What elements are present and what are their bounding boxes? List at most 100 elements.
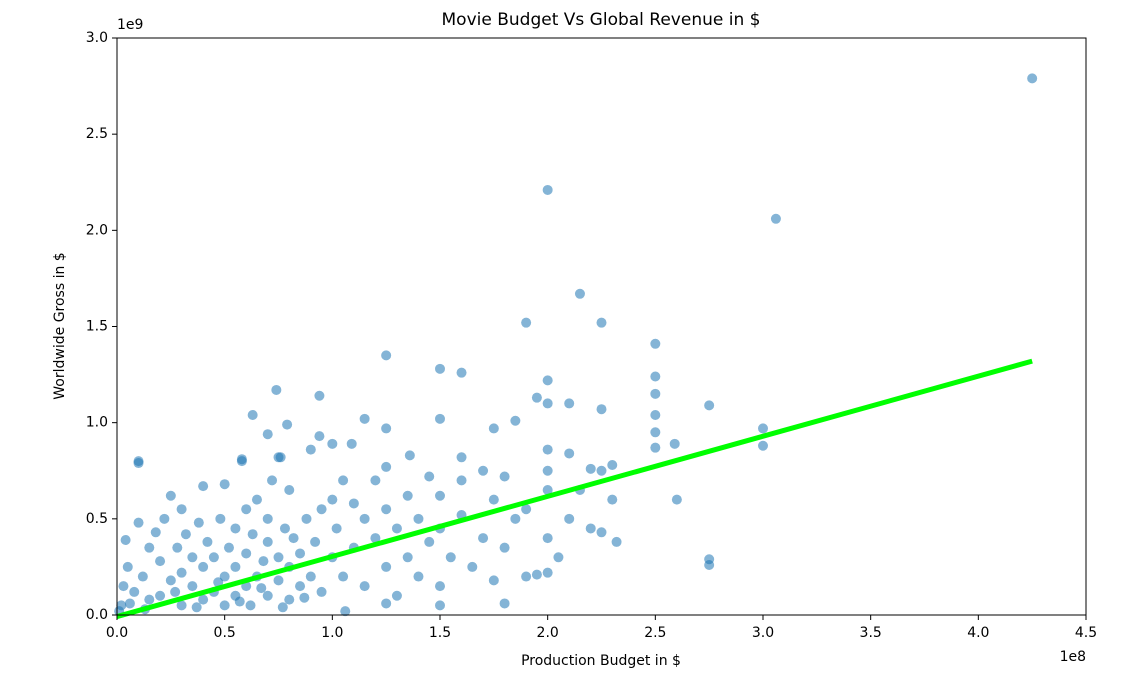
scatter-point	[213, 577, 224, 588]
scatter-point	[650, 388, 661, 399]
scatter-point	[564, 448, 575, 459]
x-tick-label: 3.0	[752, 625, 774, 641]
scatter-point	[521, 317, 532, 328]
scatter-point	[671, 494, 682, 505]
scatter-point	[273, 552, 284, 563]
scatter-point	[256, 583, 267, 594]
scatter-point	[176, 504, 187, 515]
scatter-point	[650, 427, 661, 438]
scatter-point	[704, 559, 715, 570]
scatter-point	[327, 438, 338, 449]
x-tick-label: 3.5	[860, 625, 882, 641]
scatter-point	[133, 517, 144, 528]
scatter-point	[273, 452, 284, 463]
scatter-point	[273, 575, 284, 586]
scatter-point	[219, 479, 230, 490]
scatter-point	[236, 456, 247, 467]
scatter-point	[542, 465, 553, 476]
scatter-point	[488, 494, 499, 505]
scatter-point	[381, 561, 392, 572]
scatter-point	[596, 527, 607, 538]
scatter-point	[669, 438, 680, 449]
scatter-point	[531, 569, 542, 580]
scatter-point	[413, 571, 424, 582]
scatter-point	[338, 475, 349, 486]
scatter-point	[359, 413, 370, 424]
scatter-point	[596, 465, 607, 476]
scatter-point	[180, 529, 191, 540]
scatter-point	[585, 463, 596, 474]
scatter-point	[230, 523, 241, 534]
scatter-point	[564, 398, 575, 409]
scatter-point	[435, 581, 445, 592]
scatter-point	[247, 409, 258, 420]
scatter-point	[245, 600, 256, 611]
scatter-point	[262, 429, 273, 440]
x-axis-label: Production Budget in $	[521, 653, 681, 669]
scatter-point	[331, 523, 342, 534]
y-tick-label: 3.0	[86, 30, 108, 46]
scatter-point	[499, 598, 510, 609]
scatter-point	[262, 513, 273, 524]
scatter-point	[223, 542, 234, 553]
scatter-point	[198, 561, 209, 572]
scatter-point	[202, 536, 213, 547]
scatter-point	[279, 523, 290, 534]
scatter-point	[542, 567, 553, 578]
scatter-point	[585, 523, 596, 534]
scatter-point	[155, 556, 166, 567]
scatter-point	[391, 523, 402, 534]
scatter-point	[402, 552, 413, 563]
scatter-point	[564, 513, 575, 524]
scatter-point	[402, 490, 413, 501]
scatter-point	[381, 461, 392, 472]
y-axis-label: Worldwide Gross in $	[52, 252, 68, 399]
scatter-point	[262, 536, 273, 547]
regression-line	[116, 358, 1033, 619]
scatter-point	[391, 590, 402, 601]
scatter-point	[305, 571, 316, 582]
scatter-point	[381, 350, 392, 361]
scatter-point	[295, 581, 306, 592]
scatter-point	[267, 475, 278, 486]
scatter-point	[611, 536, 622, 547]
chart-title: Movie Budget Vs Global Revenue in $	[442, 10, 761, 30]
x-tick-label: 4.5	[1075, 625, 1097, 641]
scatter-point	[187, 552, 198, 563]
scatter-point	[510, 513, 521, 524]
scatter-point	[208, 552, 219, 563]
x-tick-label: 2.0	[537, 625, 559, 641]
scatter-point	[348, 498, 359, 509]
scatter-point	[758, 440, 768, 451]
scatter-point	[314, 431, 325, 442]
scatter-point	[299, 592, 310, 603]
scatter-point	[258, 556, 269, 567]
scatter-point	[219, 571, 230, 582]
scatter-point	[404, 450, 415, 461]
scatter-point	[770, 213, 781, 224]
scatter-point	[282, 419, 293, 430]
scatter-point	[215, 513, 226, 524]
scatter-point	[607, 459, 618, 470]
x-tick-label: 2.5	[644, 625, 666, 641]
scatter-point	[488, 575, 499, 586]
scatter-point	[198, 594, 209, 605]
scatter-point	[456, 452, 467, 463]
scatter-point	[219, 600, 230, 611]
scatter-point	[271, 384, 282, 395]
scatter-point	[758, 423, 768, 434]
scatter-point	[338, 571, 349, 582]
scatter-point	[155, 590, 166, 601]
scatter-point	[170, 586, 181, 597]
scatter-point	[445, 552, 456, 563]
scatter-point	[704, 400, 715, 411]
scatter-point	[467, 561, 478, 572]
scatter-point	[435, 363, 445, 374]
y-tick-label: 2.5	[86, 126, 108, 142]
scatter-point	[314, 390, 325, 401]
scatter-point	[316, 586, 327, 597]
scatter-point	[499, 471, 510, 482]
scatter-point	[284, 594, 295, 605]
